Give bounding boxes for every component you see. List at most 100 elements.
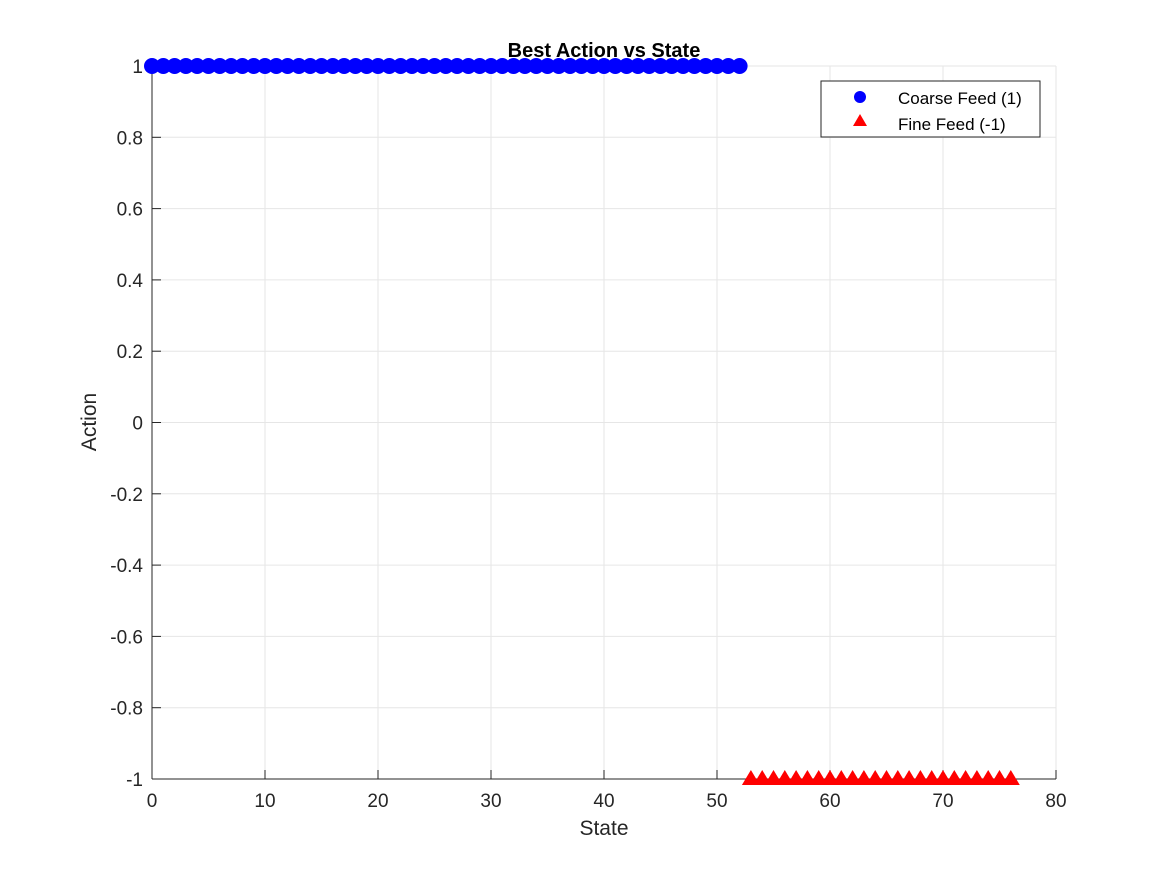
coarse-feed-point: [652, 58, 669, 74]
coarse-feed-point: [505, 58, 522, 74]
fine-feed-point: [821, 770, 839, 785]
y-axis-label: Action: [78, 393, 101, 451]
y-tick-label: -0.6: [110, 627, 143, 648]
fine-feed-point: [956, 770, 975, 785]
coarse-feed-point: [709, 58, 725, 74]
x-axis-label: State: [579, 817, 628, 840]
fine-feed-point: [945, 770, 964, 785]
marks: [144, 58, 1020, 785]
coarse-feed-point: [166, 58, 183, 74]
fine-feed-point: [854, 770, 873, 785]
y-tick-label: 0.2: [117, 342, 143, 363]
coarse-feed-point: [211, 58, 228, 74]
coarse-feed-point: [697, 58, 714, 74]
coarse-feed-point: [618, 58, 635, 74]
y-tick-label: 0.8: [117, 128, 143, 149]
coarse-feed-point: [302, 58, 319, 74]
coarse-feed-point: [336, 58, 353, 74]
fine-feed-point: [900, 770, 919, 785]
y-tick-label: 0.6: [117, 200, 143, 221]
x-tick-label: 70: [932, 791, 953, 812]
coarse-feed-point: [268, 58, 285, 74]
fine-feed-point: [809, 770, 828, 785]
coarse-feed-point: [324, 58, 341, 74]
coarse-feed-point: [234, 58, 251, 74]
fine-feed-point: [990, 770, 1009, 785]
coarse-feed-point: [483, 58, 499, 74]
y-tick-label: 0: [132, 414, 143, 435]
legend-marker-fine-feed: [853, 114, 867, 126]
coarse-feed-point: [686, 58, 703, 74]
fine-feed-point: [922, 770, 941, 785]
fine-feed-point: [1001, 770, 1020, 785]
legend-label-fine-feed: Fine Feed (-1): [898, 115, 1006, 134]
coarse-feed-point: [358, 58, 375, 74]
x-tick-label: 80: [1045, 791, 1066, 812]
fine-feed-point: [787, 770, 806, 785]
coarse-feed-point: [370, 58, 386, 74]
y-tick-label: -1: [126, 770, 143, 791]
fine-feed-point: [888, 770, 907, 785]
fine-feed-point: [741, 770, 760, 785]
coarse-feed-point: [245, 58, 262, 74]
fine-feed-point: [775, 770, 794, 785]
legend: Coarse Feed (1) Fine Feed (-1): [820, 80, 1041, 138]
fine-feed-point: [843, 770, 862, 785]
coarse-feed-point: [189, 58, 206, 74]
coarse-feed-point: [200, 58, 217, 74]
coarse-feed-point: [550, 58, 567, 74]
coarse-feed-point: [347, 58, 364, 74]
coarse-feed-point: [720, 58, 737, 74]
coarse-feed-point: [437, 58, 454, 74]
coarse-feed-point: [279, 58, 296, 74]
fine-feed-point: [832, 770, 851, 785]
coarse-feed-point: [629, 58, 646, 74]
fine-feed-point: [866, 770, 885, 785]
x-tick-label: 50: [706, 791, 727, 812]
y-tick-label: -0.4: [110, 556, 143, 577]
coarse-feed-point: [415, 58, 432, 74]
coarse-feed-point: [731, 58, 748, 74]
legend-box: [820, 80, 1041, 138]
fine-feed-point: [753, 770, 772, 785]
chart-title: Best Action vs State: [508, 40, 701, 62]
coarse-feed-point: [381, 58, 398, 74]
fine-feed-point: [911, 770, 930, 785]
coarse-feed-point: [539, 58, 556, 74]
coarse-feed-point: [528, 58, 545, 74]
coarse-feed-point: [641, 58, 658, 74]
coarse-feed-point: [596, 58, 612, 74]
coarse-feed-point: [584, 58, 601, 74]
coarse-feed-point: [516, 58, 533, 74]
fine-feed-point: [877, 770, 896, 785]
x-tick-label: 30: [480, 791, 501, 812]
legend-marker-coarse-feed: [854, 91, 866, 103]
fine-feed-point: [979, 770, 998, 785]
coarse-feed-point: [460, 58, 477, 74]
y-tick-label: -0.8: [110, 699, 143, 720]
coarse-feed-point: [155, 58, 172, 74]
coarse-feed-point: [449, 58, 466, 74]
coarse-feed-point: [494, 58, 511, 74]
y-tick-label: 0.4: [117, 271, 144, 292]
coarse-feed-point: [426, 58, 443, 74]
y-tick-label: -0.2: [110, 485, 143, 506]
coarse-feed-point: [177, 58, 194, 74]
coarse-feed-point: [144, 58, 160, 74]
coarse-feed-point: [607, 58, 624, 74]
fine-feed-point: [967, 770, 986, 785]
legend-label-coarse-feed: Coarse Feed (1): [898, 89, 1022, 108]
coarse-feed-point: [403, 58, 420, 74]
y-tick-label: 1: [132, 57, 143, 78]
coarse-feed-point: [257, 58, 273, 74]
coarse-feed-point: [573, 58, 590, 74]
coarse-feed-point: [562, 58, 579, 74]
fine-feed-point: [798, 770, 817, 785]
coarse-feed-point: [471, 58, 488, 74]
x-tick-label: 20: [367, 791, 388, 812]
x-tick-label: 10: [254, 791, 275, 812]
coarse-feed-point: [675, 58, 692, 74]
axes: 0 10 20 30 40 50 60 70 80 -1 -0.8 -0.6 -0.4 -0.2 0 0.2 0…: [110, 57, 1066, 812]
coarse-feed-point: [313, 58, 330, 74]
